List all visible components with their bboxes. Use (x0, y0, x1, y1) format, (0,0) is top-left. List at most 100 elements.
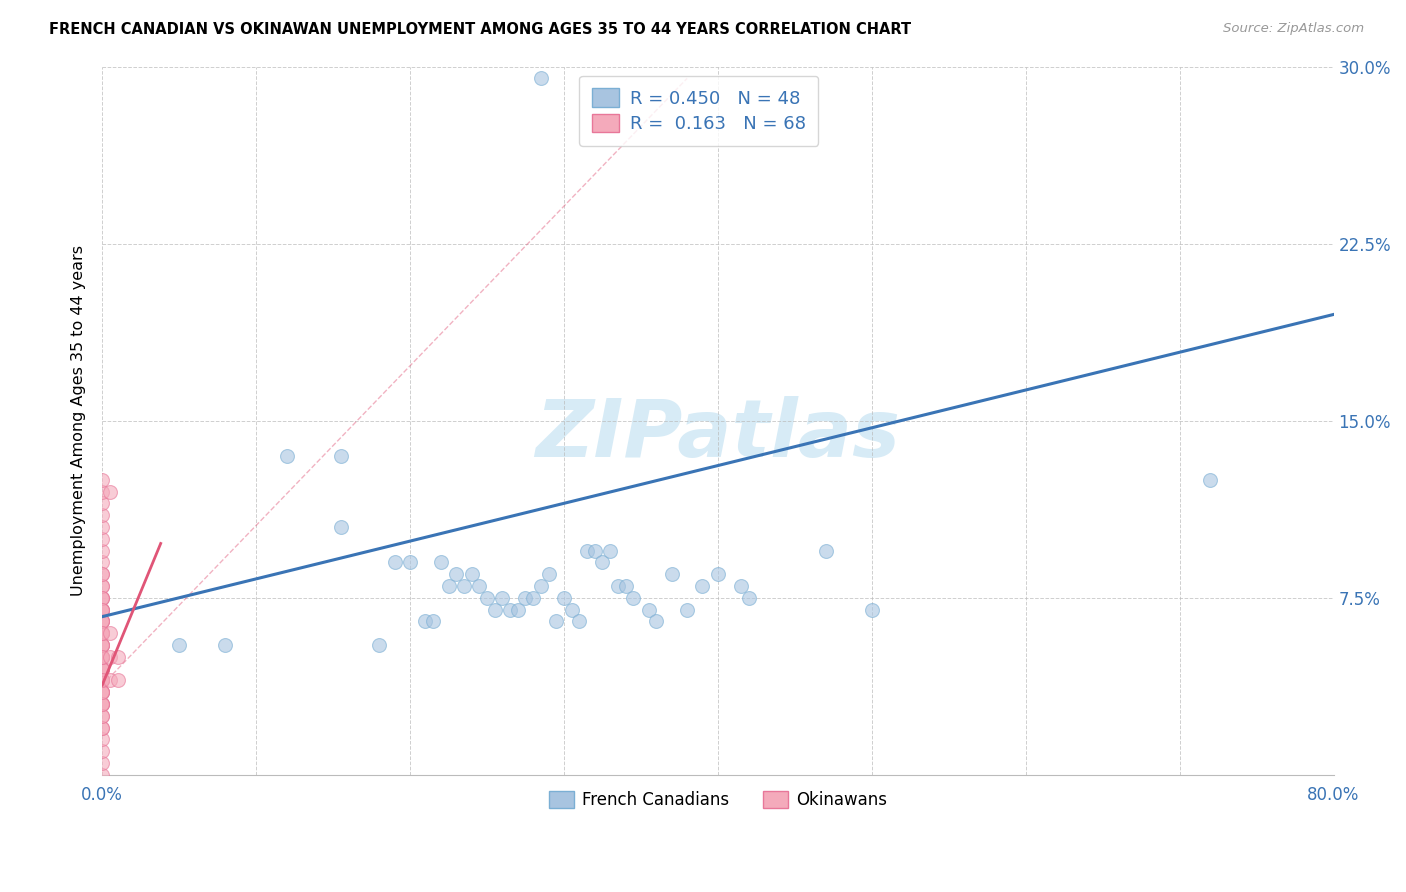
Point (530, 71, 553, 86)
Point (329, 449, 352, 463)
Point (91, 638, 114, 652)
Point (1199, 473, 1222, 487)
Point (860, 602, 883, 616)
Text: FRENCH CANADIAN VS OKINAWAN UNEMPLOYMENT AMONG AGES 35 TO 44 YEARS CORRELATION C: FRENCH CANADIAN VS OKINAWAN UNEMPLOYMENT… (49, 22, 911, 37)
Point (91, 768, 114, 782)
Point (91, 508, 114, 523)
Point (91, 662, 114, 676)
Point (276, 449, 298, 463)
Point (91, 662, 114, 676)
Point (614, 579, 637, 593)
Point (814, 543, 837, 558)
Point (91, 649, 114, 664)
Point (91, 649, 114, 664)
Point (91, 615, 114, 629)
Point (91, 591, 114, 605)
Point (606, 579, 628, 593)
Point (499, 602, 522, 616)
Point (91, 673, 114, 688)
Point (399, 555, 422, 569)
Point (530, 579, 553, 593)
Point (661, 567, 683, 582)
Point (368, 638, 391, 652)
Point (91, 708, 114, 723)
Point (692, 579, 714, 593)
Point (444, 567, 467, 582)
Point (91, 673, 114, 688)
Point (329, 520, 352, 534)
Point (676, 602, 699, 616)
Point (91, 579, 114, 593)
Point (599, 543, 621, 558)
Point (98, 484, 121, 499)
Point (91, 615, 114, 629)
Point (537, 567, 560, 582)
Point (91, 532, 114, 546)
Point (515, 591, 537, 605)
Point (468, 579, 491, 593)
Point (91, 602, 114, 616)
Point (730, 579, 752, 593)
Point (98, 626, 121, 640)
Point (91, 721, 114, 735)
Point (546, 615, 568, 629)
Point (91, 673, 114, 688)
Point (91, 473, 114, 487)
Point (91, 662, 114, 676)
Point (91, 591, 114, 605)
Point (91, 567, 114, 582)
Point (91, 520, 114, 534)
Point (91, 708, 114, 723)
Point (91, 555, 114, 569)
Point (645, 615, 668, 629)
Point (91, 649, 114, 664)
Point (415, 615, 437, 629)
Text: ZIPatlas: ZIPatlas (536, 396, 900, 474)
Point (491, 591, 513, 605)
Y-axis label: Unemployment Among Ages 35 to 44 years: Unemployment Among Ages 35 to 44 years (72, 245, 86, 596)
Point (214, 638, 236, 652)
Point (568, 615, 591, 629)
Point (91, 673, 114, 688)
Point (91, 626, 114, 640)
Point (91, 591, 114, 605)
Point (91, 626, 114, 640)
Point (91, 615, 114, 629)
Point (91, 649, 114, 664)
Point (576, 543, 599, 558)
Point (167, 638, 190, 652)
Point (453, 579, 475, 593)
Point (91, 615, 114, 629)
Point (91, 602, 114, 616)
Point (91, 756, 114, 770)
Point (91, 697, 114, 711)
Text: Source: ZipAtlas.com: Source: ZipAtlas.com (1223, 22, 1364, 36)
Point (522, 591, 544, 605)
Point (506, 602, 529, 616)
Point (91, 626, 114, 640)
Point (91, 721, 114, 735)
Point (621, 591, 644, 605)
Point (107, 649, 129, 664)
Point (91, 649, 114, 664)
Point (91, 638, 114, 652)
Point (384, 555, 406, 569)
Point (98, 673, 121, 688)
Point (91, 673, 114, 688)
Point (91, 697, 114, 711)
Point (91, 697, 114, 711)
Point (422, 615, 444, 629)
Point (91, 579, 114, 593)
Point (91, 662, 114, 676)
Point (91, 496, 114, 510)
Point (484, 602, 506, 616)
Point (437, 579, 460, 593)
Point (583, 543, 606, 558)
Point (91, 602, 114, 616)
Point (91, 685, 114, 699)
Point (91, 685, 114, 699)
Point (591, 555, 613, 569)
Point (91, 484, 114, 499)
Point (91, 685, 114, 699)
Point (91, 543, 114, 558)
